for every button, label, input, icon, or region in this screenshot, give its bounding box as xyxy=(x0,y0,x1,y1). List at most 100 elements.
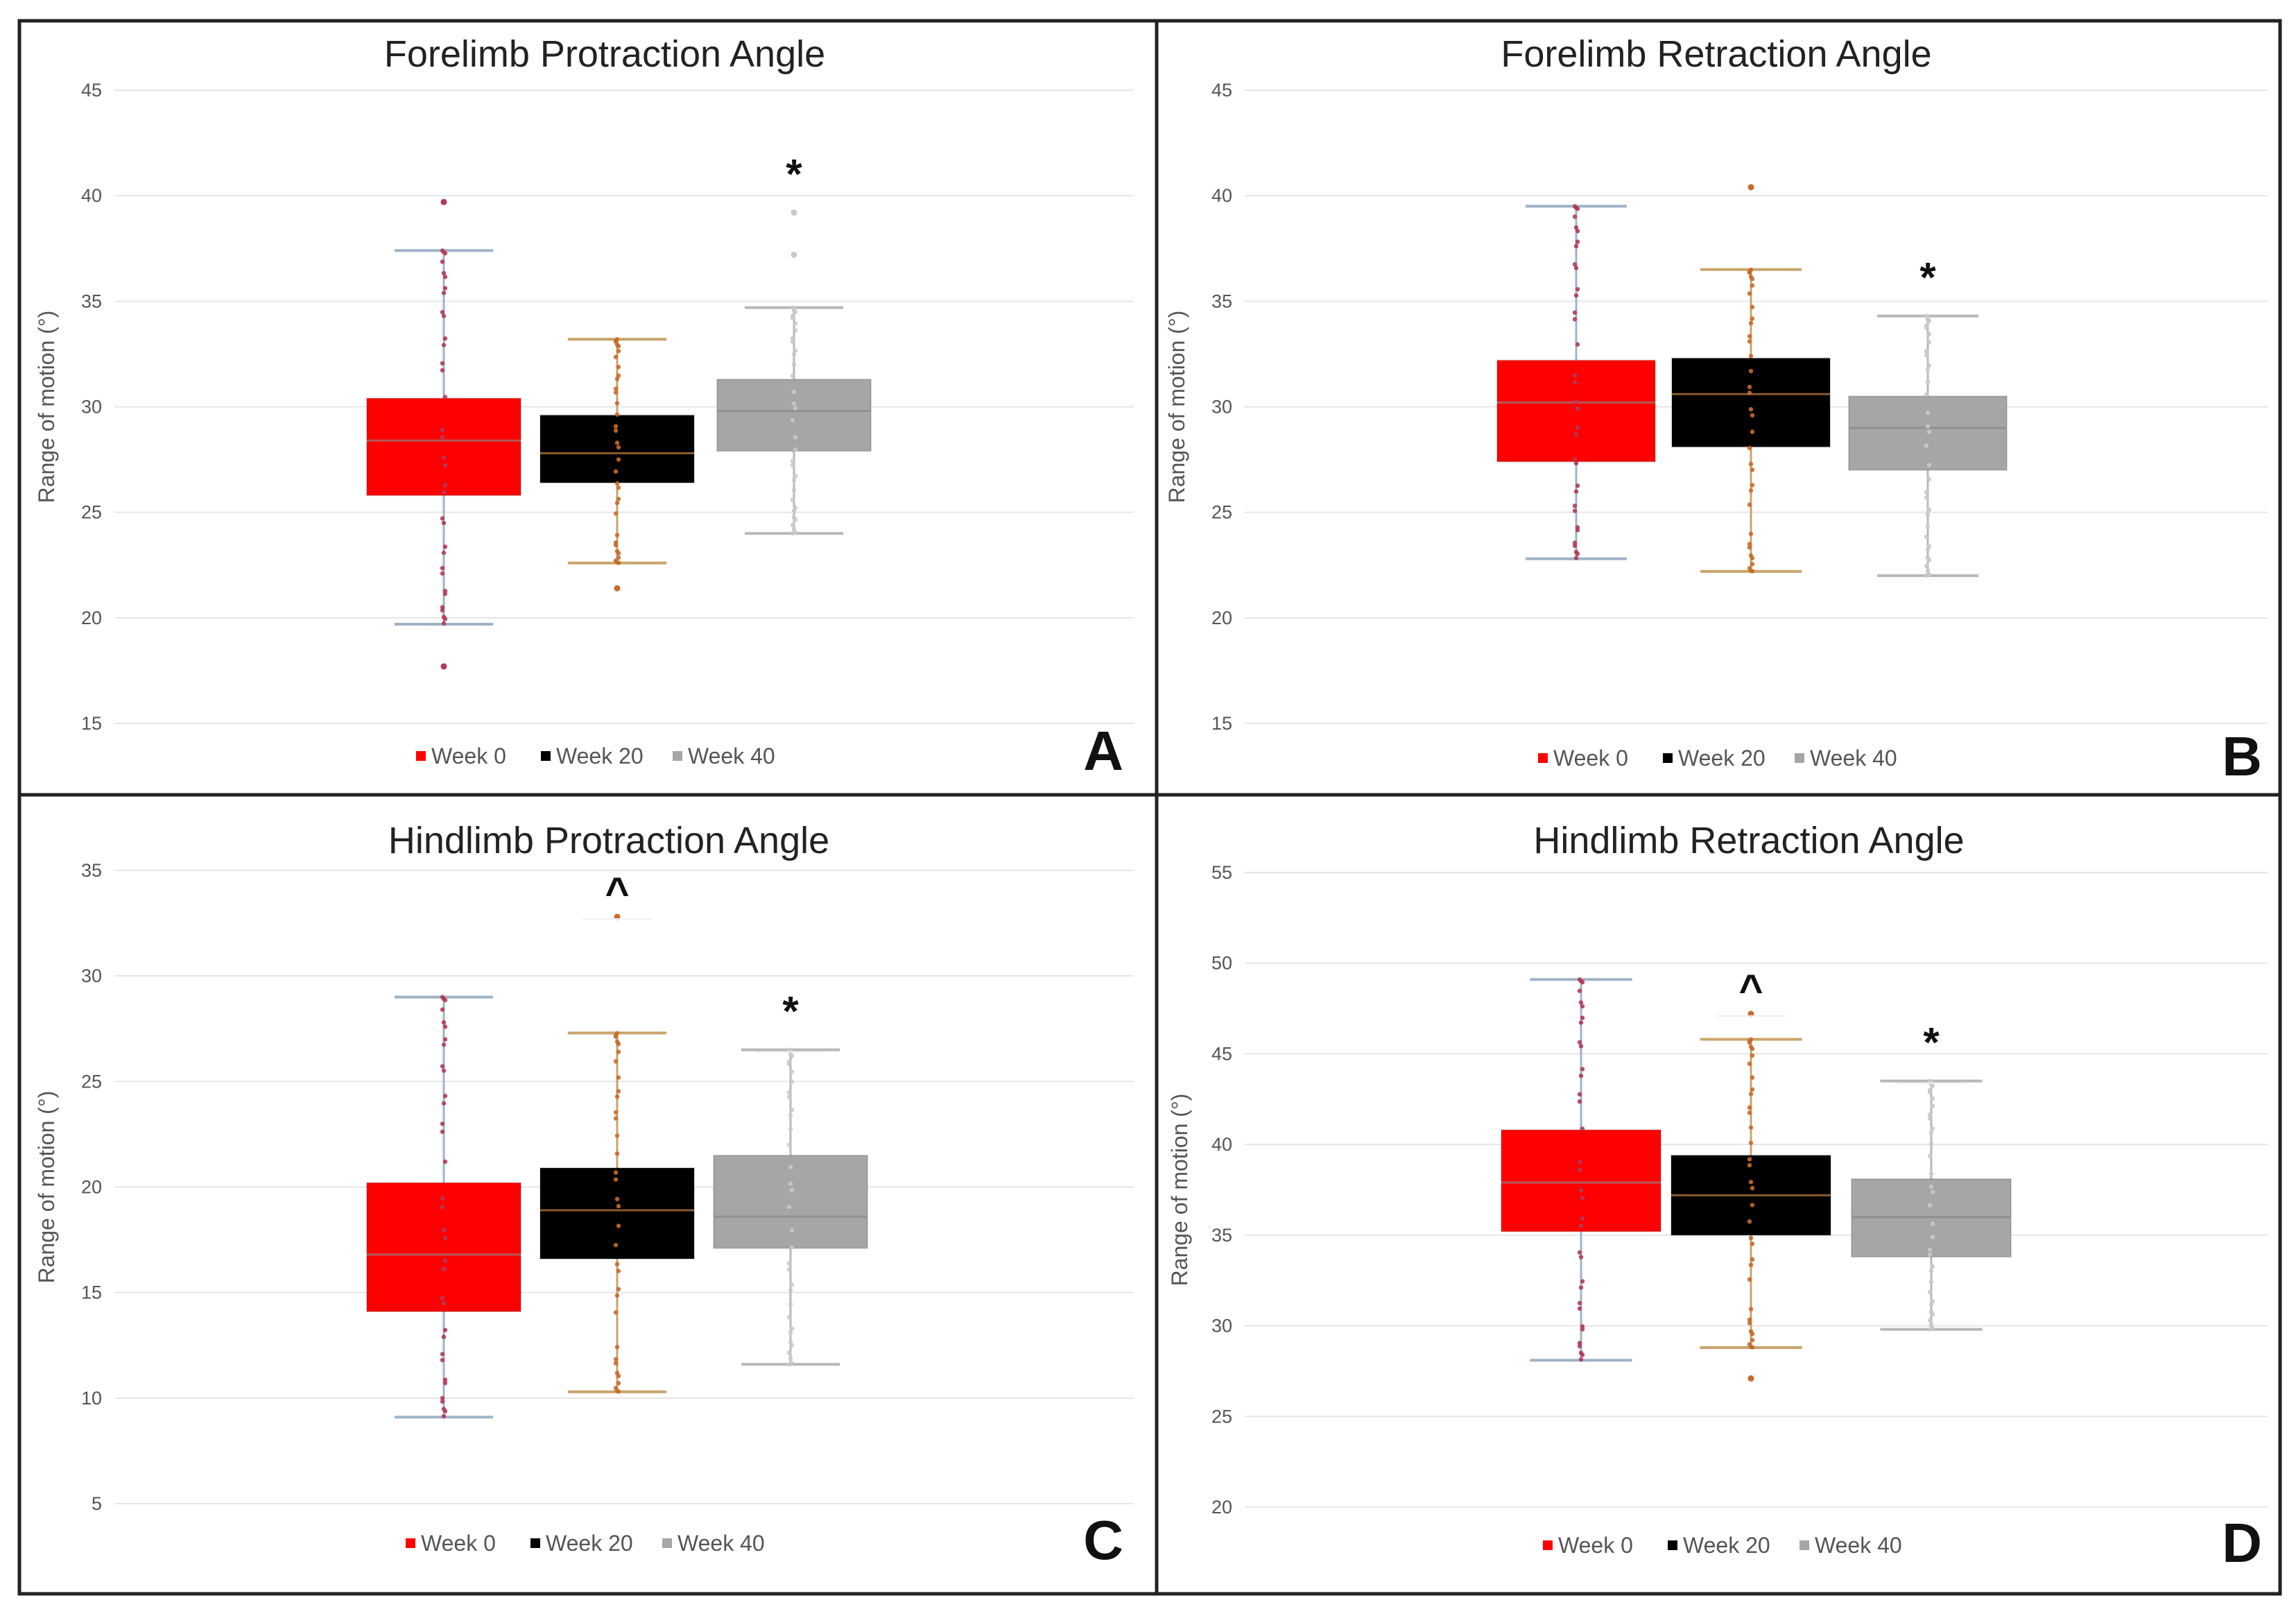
y-tick-label: 15 xyxy=(81,713,102,734)
data-point xyxy=(1572,540,1578,545)
data-point xyxy=(1927,1078,1933,1083)
data-point xyxy=(793,328,798,333)
data-point xyxy=(1925,379,1931,384)
data-point xyxy=(440,259,445,264)
outlier-point xyxy=(1747,184,1754,191)
data-point xyxy=(1926,476,1932,481)
data-point xyxy=(442,617,448,621)
data-point xyxy=(1925,524,1931,528)
data-point xyxy=(614,1293,620,1298)
data-point xyxy=(441,621,447,626)
data-point xyxy=(1750,413,1755,418)
data-point xyxy=(1580,1015,1585,1020)
data-point xyxy=(786,1261,792,1266)
significance-marker: * xyxy=(786,151,802,198)
data-point xyxy=(1748,1235,1754,1241)
data-point xyxy=(1747,542,1752,547)
y-axis-label: Range of motion (°) xyxy=(1167,1094,1192,1287)
data-point xyxy=(440,435,445,440)
data-point xyxy=(614,440,620,445)
data-point xyxy=(442,463,448,467)
chart-panel-b: 15 20 25 30 35 40 45 Forelimb Retraction Angle R… xyxy=(1164,33,2268,787)
data-point xyxy=(790,458,795,463)
data-point xyxy=(1925,512,1931,517)
legend-label: Week 0 xyxy=(421,1531,496,1556)
data-point xyxy=(1747,339,1752,344)
data-point xyxy=(789,1228,795,1233)
box-week-20 xyxy=(540,337,695,592)
iqr-box xyxy=(1501,1129,1661,1232)
data-point xyxy=(441,1042,447,1047)
data-point xyxy=(1580,1352,1585,1357)
legend-swatch xyxy=(673,751,682,761)
data-point xyxy=(788,1127,793,1132)
data-point xyxy=(1925,568,1931,573)
data-point xyxy=(786,1094,792,1100)
chart-panel-c: 5 10 15 20 25 30 35 Hindlimb Protraction Angle R… xyxy=(34,820,1134,1571)
data-point xyxy=(441,1266,447,1271)
outlier-point xyxy=(791,209,797,216)
data-point xyxy=(1927,1088,1933,1093)
data-point xyxy=(1928,1130,1934,1135)
outlier-point xyxy=(1747,1375,1754,1382)
outlier-point xyxy=(440,198,447,205)
data-point xyxy=(1573,399,1579,404)
data-point xyxy=(1924,443,1929,448)
data-point xyxy=(791,508,797,513)
legend-label: Week 40 xyxy=(1810,746,1897,771)
legend: Week 0 Week 20 Week 40 xyxy=(416,743,775,768)
data-point xyxy=(1573,225,1579,230)
data-point xyxy=(788,1181,793,1186)
data-point xyxy=(1573,432,1579,437)
data-point xyxy=(791,352,797,357)
data-point xyxy=(613,338,619,343)
data-point xyxy=(1575,425,1580,430)
data-point xyxy=(440,571,445,576)
data-point xyxy=(793,406,798,411)
data-point xyxy=(614,1389,620,1393)
data-point xyxy=(613,540,619,545)
data-point xyxy=(1928,1280,1934,1284)
data-point xyxy=(788,1288,793,1293)
data-point xyxy=(1750,1075,1755,1080)
data-point xyxy=(442,1236,448,1241)
data-point xyxy=(1750,1185,1755,1191)
significance-marker: ^ xyxy=(605,869,629,916)
box-week-20 xyxy=(1671,184,1831,574)
data-point xyxy=(1928,1302,1934,1307)
data-point xyxy=(441,1228,447,1232)
data-point xyxy=(1748,1307,1754,1312)
y-tick-label: 40 xyxy=(1211,1134,1232,1155)
data-point xyxy=(1928,1141,1934,1146)
data-point xyxy=(616,348,621,354)
outlier-point xyxy=(440,663,447,670)
data-point xyxy=(1577,1092,1582,1097)
data-point xyxy=(1750,1332,1755,1336)
data-point xyxy=(1927,1318,1933,1323)
data-point xyxy=(1927,1112,1933,1117)
panel-letter: B xyxy=(2222,725,2262,787)
data-point xyxy=(1927,1116,1933,1121)
data-point xyxy=(616,373,621,378)
data-point xyxy=(1930,1103,1935,1109)
data-point xyxy=(1925,410,1931,415)
data-point xyxy=(1747,1157,1752,1162)
data-point xyxy=(613,1110,619,1115)
data-point xyxy=(441,490,447,495)
data-point xyxy=(614,401,620,406)
data-point xyxy=(1930,1326,1935,1331)
data-point xyxy=(1575,239,1580,244)
legend-swatch xyxy=(541,751,551,761)
box-week-40: * xyxy=(716,151,872,536)
data-point xyxy=(440,565,445,571)
data-point xyxy=(793,530,798,535)
iqr-box xyxy=(1496,359,1656,463)
data-point xyxy=(440,1352,445,1357)
data-point xyxy=(440,368,445,373)
data-point xyxy=(1930,1126,1935,1131)
data-point xyxy=(793,474,798,479)
data-point xyxy=(789,1069,795,1074)
data-point xyxy=(442,1024,448,1029)
data-point xyxy=(1926,463,1932,467)
data-point xyxy=(440,1129,445,1134)
